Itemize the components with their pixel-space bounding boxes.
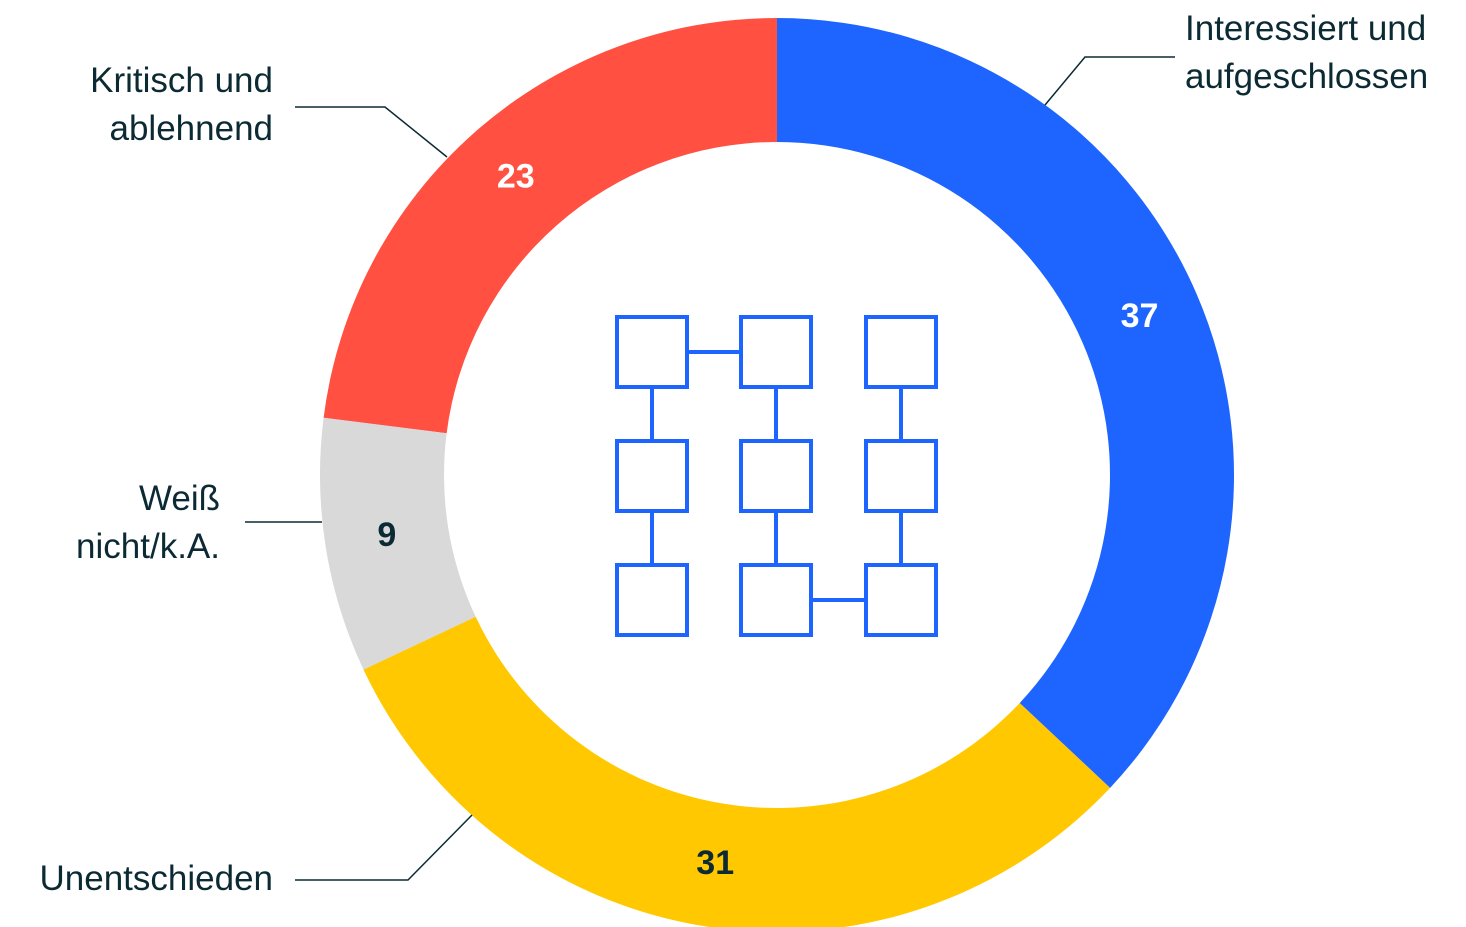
category-label: Weiß nicht/k.A. bbox=[76, 479, 220, 566]
value-label: 31 bbox=[696, 844, 734, 882]
leader-line bbox=[1044, 56, 1175, 106]
category-label: Kritisch und ablehnend bbox=[90, 61, 273, 148]
blockchain-icon bbox=[615, 315, 938, 637]
category-label: Interessiert und aufgeschlossen bbox=[1185, 9, 1429, 96]
value-label: 9 bbox=[377, 516, 396, 554]
donut-segment bbox=[363, 616, 1111, 927]
leader-lines bbox=[245, 56, 1175, 881]
donut-segment bbox=[777, 18, 1234, 788]
leader-line bbox=[295, 106, 448, 158]
value-label: 37 bbox=[1121, 297, 1159, 335]
donut-segment bbox=[323, 18, 777, 434]
leader-line bbox=[295, 814, 473, 881]
donut-segment bbox=[320, 417, 476, 670]
value-label: 23 bbox=[497, 158, 535, 196]
category-label: Unentschieden bbox=[39, 859, 274, 898]
